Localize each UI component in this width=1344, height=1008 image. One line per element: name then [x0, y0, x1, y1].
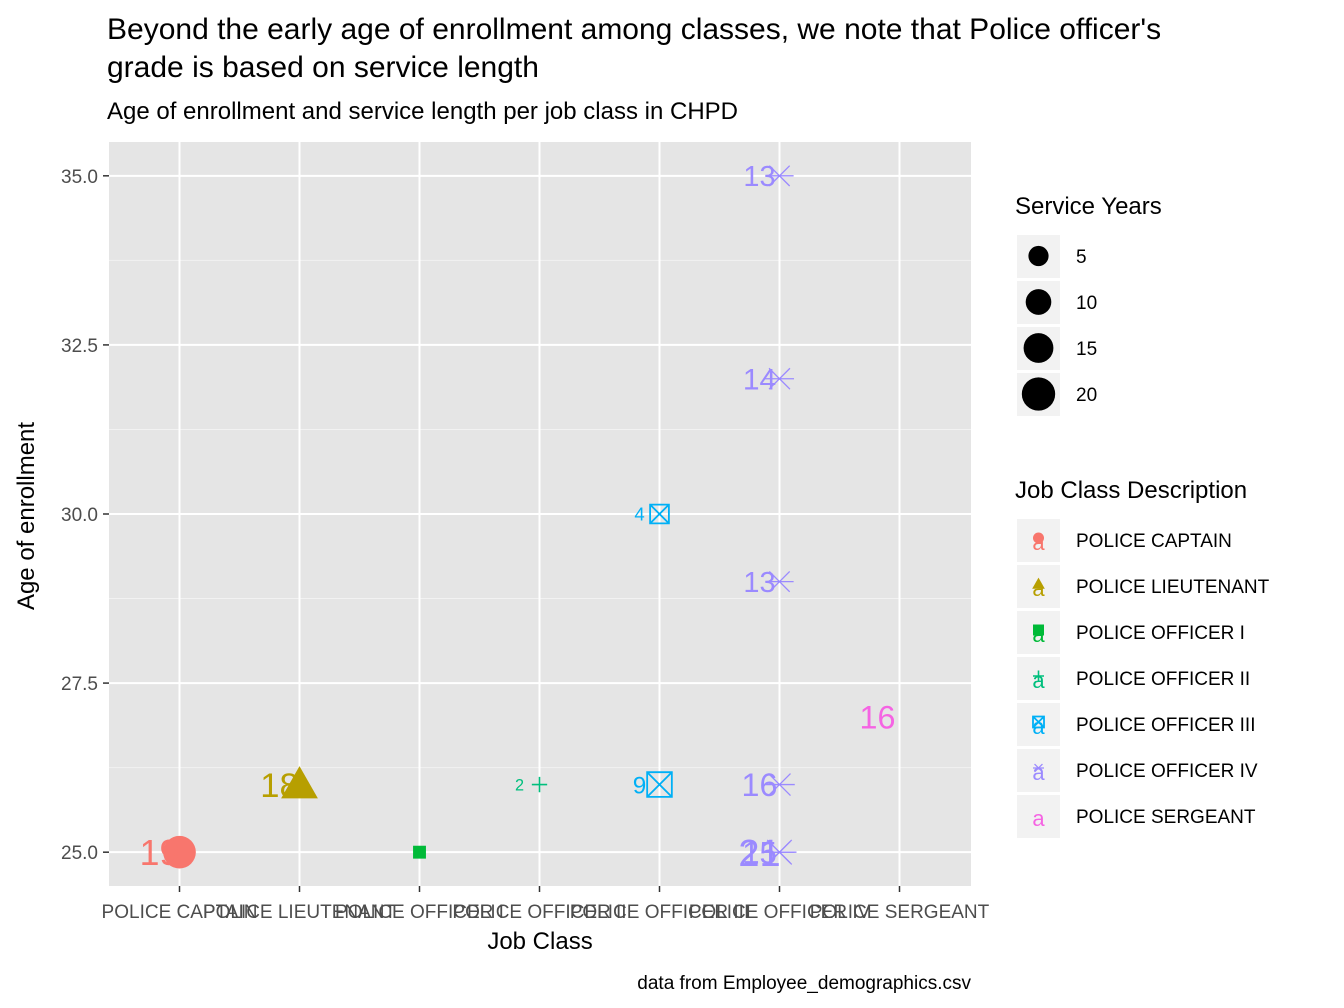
class-legend-label: POLICE CAPTAIN	[1076, 531, 1232, 552]
chart-title-line-2: grade is based on service length	[107, 51, 539, 84]
data-point	[531, 776, 548, 793]
data-label: 14	[743, 364, 776, 397]
data-label: 19	[140, 833, 180, 873]
data-label: 16	[742, 767, 778, 803]
size-legend-title: Service Years	[1015, 193, 1162, 220]
y-tick-label: 32.5	[61, 336, 98, 357]
data-label: 15	[742, 835, 777, 870]
class-legend-glyph: a	[1032, 668, 1045, 693]
class-legend-label: POLICE OFFICER IV	[1076, 761, 1258, 782]
x-tick-label: POLICE OFFICER III	[570, 902, 749, 923]
class-legend-shape	[1033, 670, 1044, 682]
y-tick-label: 27.5	[61, 674, 98, 695]
data-points	[163, 165, 797, 869]
chart-caption: data from Employee_demographics.csv	[637, 973, 971, 994]
data-point	[765, 165, 794, 187]
class-legend-shape	[1032, 577, 1045, 589]
size-legend-label: 20	[1076, 385, 1097, 406]
class-legend-shape	[1033, 624, 1044, 636]
class-legend-glyph: a	[1032, 622, 1045, 647]
class-legend-shape	[1033, 763, 1044, 773]
data-label: 13	[743, 161, 775, 193]
data-point	[646, 771, 673, 798]
class-legend: a POLICE CAPTAIN a POLICE LIEUTENANT a POLICE…	[1017, 519, 1270, 838]
class-legend-glyph: a	[1032, 576, 1045, 601]
class-legend-shape	[1033, 532, 1044, 544]
class-legend-title: Job Class Description	[1015, 477, 1247, 504]
size-legend-dot	[1021, 377, 1056, 411]
size-legend-label: 10	[1076, 293, 1097, 314]
y-tick-label: 35.0	[61, 167, 98, 188]
data-label: 21	[738, 833, 780, 875]
size-legend-label: 5	[1076, 247, 1087, 268]
class-legend-glyph: a	[1032, 714, 1045, 739]
data-label: 16	[860, 700, 896, 736]
x-tick-label: POLICE OFFICER I	[335, 902, 504, 923]
data-label: 13	[743, 567, 775, 599]
size-legend-dot	[1025, 289, 1052, 315]
data-point	[764, 367, 795, 390]
x-tick-label: POLICE CAPTAIN	[102, 902, 258, 923]
data-point	[649, 503, 670, 525]
x-tick-label: POLICE OFFICER IV	[689, 902, 871, 923]
data-point	[163, 835, 196, 869]
class-legend-label: POLICE OFFICER II	[1076, 669, 1250, 690]
data-label: 4	[634, 504, 644, 525]
y-axis: 25.0 27.5 30.0 32.5 35.0	[61, 167, 109, 864]
size-legend-dot	[1028, 245, 1049, 267]
data-label: 2	[515, 776, 524, 794]
data-point	[765, 571, 794, 593]
class-legend-label: POLICE OFFICER III	[1076, 715, 1255, 736]
data-point	[413, 845, 426, 859]
data-point	[281, 766, 318, 799]
x-tick-label: POLICE OFFICER II	[452, 902, 626, 923]
data-label: 9	[633, 772, 647, 799]
x-tick-label: POLICE LIEUTENANT	[203, 902, 397, 923]
class-legend-glyph: a	[1032, 806, 1045, 831]
data-point	[764, 773, 795, 797]
data-label: 18	[260, 767, 298, 805]
class-legend-key	[1017, 703, 1060, 746]
y-tick-label: 30.0	[61, 505, 98, 526]
class-legend-key	[1017, 795, 1060, 838]
size-legend-label: 15	[1076, 339, 1097, 360]
class-legend-shape	[1032, 715, 1045, 729]
class-legend-label: POLICE SERGEANT	[1076, 807, 1256, 828]
class-legend-label: POLICE OFFICER I	[1076, 623, 1245, 644]
class-legend-key	[1017, 749, 1060, 792]
x-axis-title: Job Class	[487, 928, 592, 955]
data-point	[764, 840, 795, 864]
y-axis-title: Age of enrollment	[13, 422, 40, 610]
class-legend-label: POLICE LIEUTENANT	[1076, 577, 1270, 598]
y-tick-label: 25.0	[61, 843, 98, 864]
size-legend: 5 10 15 20	[1017, 235, 1097, 416]
x-tick-label: POLICE SERGEANT	[810, 902, 990, 923]
class-legend-glyph: a	[1032, 760, 1045, 785]
class-legend-glyph: a	[1032, 530, 1045, 555]
chart-title-line-1: Beyond the early age of enrollment among…	[107, 13, 1161, 46]
chart-subtitle: Age of enrollment and service length per…	[107, 98, 738, 125]
size-legend-dot	[1023, 333, 1054, 363]
